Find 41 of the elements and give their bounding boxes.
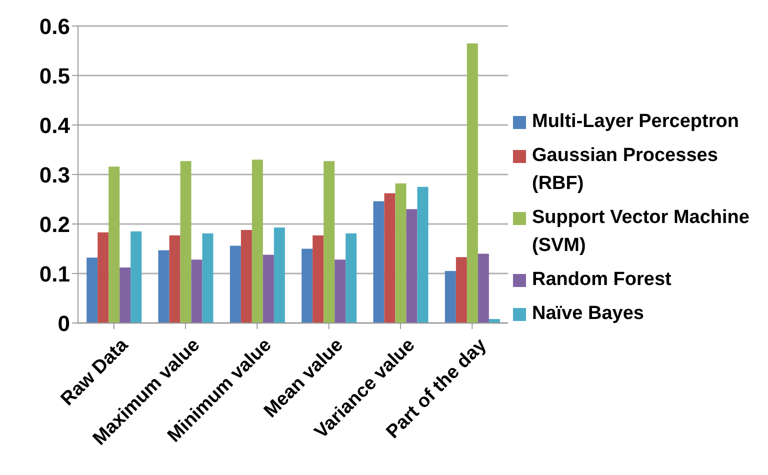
bar xyxy=(86,258,98,323)
bar xyxy=(456,257,467,323)
bar xyxy=(252,160,263,323)
bar xyxy=(202,233,214,323)
y-tick-label: 0.6 xyxy=(39,14,70,39)
bar xyxy=(230,246,241,323)
y-tick-label: 0.4 xyxy=(39,112,71,138)
bar xyxy=(262,254,274,323)
bar xyxy=(478,254,489,323)
legend-label: Gaussian Processes (RBF) xyxy=(532,144,719,196)
bar xyxy=(334,260,346,323)
legend-label: Random Forest xyxy=(532,268,672,292)
y-tick-label: 0 xyxy=(58,310,70,336)
bar xyxy=(466,43,478,323)
bar xyxy=(395,183,406,323)
bar xyxy=(158,250,170,323)
bar xyxy=(180,161,192,323)
bar xyxy=(406,209,418,323)
y-tick-label: 0.1 xyxy=(39,261,70,286)
y-tick-label: 0.5 xyxy=(39,63,70,88)
bar xyxy=(384,193,396,323)
bar xyxy=(108,166,120,323)
y-tick-label: 0.3 xyxy=(39,162,70,188)
bar xyxy=(302,248,313,323)
bar xyxy=(373,201,384,323)
legend-label: Naïve Bayes xyxy=(532,302,644,326)
bar xyxy=(444,271,456,323)
bar xyxy=(130,231,142,323)
legend-label: Multi-Layer Perceptron xyxy=(532,110,739,134)
legend-label: Support Vector Machine (SVM) xyxy=(532,206,750,258)
bar xyxy=(417,186,428,323)
bar xyxy=(312,235,324,323)
bar xyxy=(191,260,202,323)
bar xyxy=(240,230,252,323)
bar xyxy=(120,268,131,323)
y-tick-label: 0.2 xyxy=(39,212,70,237)
bar xyxy=(274,227,285,323)
bar xyxy=(324,161,335,323)
bar xyxy=(98,232,109,323)
bar xyxy=(169,235,180,323)
bar xyxy=(346,233,357,323)
